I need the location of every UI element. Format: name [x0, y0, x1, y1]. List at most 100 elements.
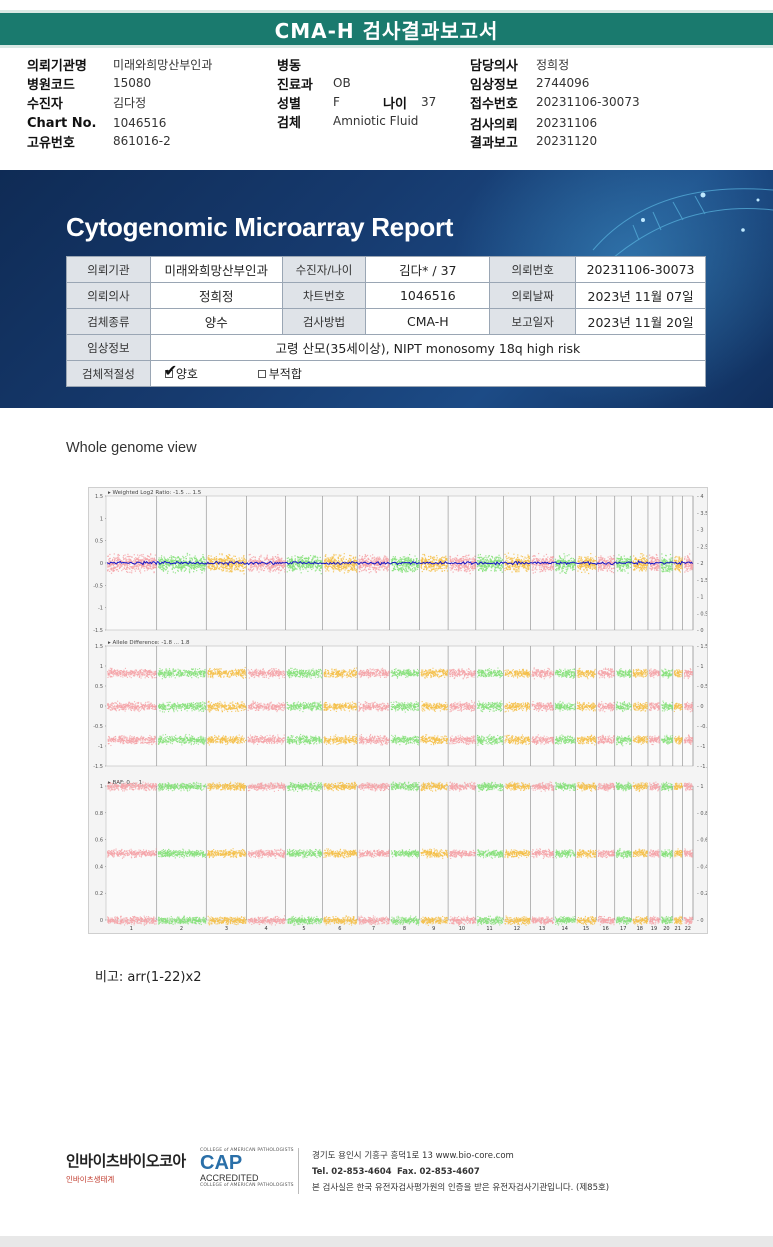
data-point [370, 561, 373, 563]
data-point [273, 558, 275, 560]
data-point [600, 569, 602, 571]
data-point [342, 565, 345, 567]
data-point [208, 557, 210, 559]
data-point [134, 568, 136, 570]
data-point [122, 560, 124, 562]
data-point [186, 554, 189, 556]
data-point [381, 560, 384, 562]
data-point [243, 573, 245, 575]
data-point [465, 566, 467, 568]
data-point [297, 566, 299, 568]
data-point [276, 563, 278, 566]
data-point [354, 568, 356, 570]
data-point [558, 568, 560, 570]
data-point [549, 568, 552, 570]
data-point [598, 567, 600, 569]
data-point [152, 563, 154, 565]
data-point [561, 566, 564, 569]
data-point [249, 559, 251, 562]
data-point [339, 566, 341, 568]
data-point [638, 570, 641, 572]
data-point [223, 559, 225, 561]
data-point [467, 560, 469, 562]
data-point [309, 567, 311, 569]
data-point [507, 552, 510, 554]
data-point [319, 556, 321, 559]
data-point [377, 560, 379, 562]
panel-title: ▸ Weighted Log2 Ratio: -1.5 ... 1.5 [108, 490, 202, 496]
data-point [300, 561, 302, 563]
cell-value: 2023년 11월 20일 [575, 308, 706, 335]
data-point [226, 555, 228, 558]
data-point [169, 556, 171, 559]
data-point [348, 566, 350, 568]
data-point [414, 567, 416, 569]
data-point [150, 557, 152, 560]
data-point [312, 562, 314, 564]
data-point [526, 566, 528, 568]
data-point [487, 564, 489, 566]
data-point [334, 568, 337, 570]
data-point [436, 569, 438, 571]
data-point [279, 560, 281, 563]
data-point [625, 559, 627, 561]
data-point [636, 558, 638, 561]
data-point [346, 564, 348, 566]
data-point [447, 563, 449, 565]
data-point [251, 566, 253, 568]
data-point [512, 568, 515, 570]
data-point [407, 570, 409, 573]
data-point [451, 560, 453, 562]
data-point [422, 563, 424, 565]
data-point [168, 559, 170, 561]
data-point [279, 561, 281, 563]
data-point [182, 566, 184, 568]
data-point [427, 559, 429, 561]
data-point [407, 560, 409, 562]
data-point [125, 563, 127, 565]
data-point [603, 565, 605, 567]
data-point [258, 571, 260, 573]
data-point [153, 571, 155, 574]
data-point [213, 557, 215, 559]
data-point [392, 557, 394, 560]
data-point [177, 569, 179, 572]
data-point [252, 556, 255, 558]
data-point [521, 565, 523, 568]
data-point [276, 556, 279, 558]
data-point [567, 565, 570, 568]
data-point [328, 565, 330, 567]
data-point [371, 566, 373, 568]
data-point [604, 567, 606, 570]
data-point [572, 562, 574, 564]
data-point [507, 566, 509, 568]
data-point [413, 569, 415, 572]
data-point [190, 563, 192, 565]
data-point [524, 560, 527, 562]
data-point [164, 559, 166, 561]
data-point [610, 557, 612, 560]
data-point [401, 569, 403, 571]
cell-label: 의뢰번호 [489, 256, 577, 283]
data-point [124, 565, 126, 567]
data-point [143, 558, 145, 560]
data-point [202, 554, 204, 556]
data-point [275, 564, 277, 566]
data-point [116, 558, 119, 560]
data-point [569, 564, 571, 567]
data-point [114, 567, 116, 569]
data-point [539, 571, 541, 573]
data-point [456, 565, 458, 567]
data-point [485, 567, 488, 569]
data-point [606, 567, 608, 569]
data-point [525, 569, 527, 572]
data-point [585, 556, 587, 558]
data-point [379, 569, 381, 571]
data-point [294, 567, 297, 569]
data-point [231, 564, 233, 566]
data-point [125, 568, 127, 571]
data-point [642, 561, 644, 563]
data-point [461, 559, 463, 561]
data-point [133, 558, 136, 560]
data-point [428, 559, 431, 561]
